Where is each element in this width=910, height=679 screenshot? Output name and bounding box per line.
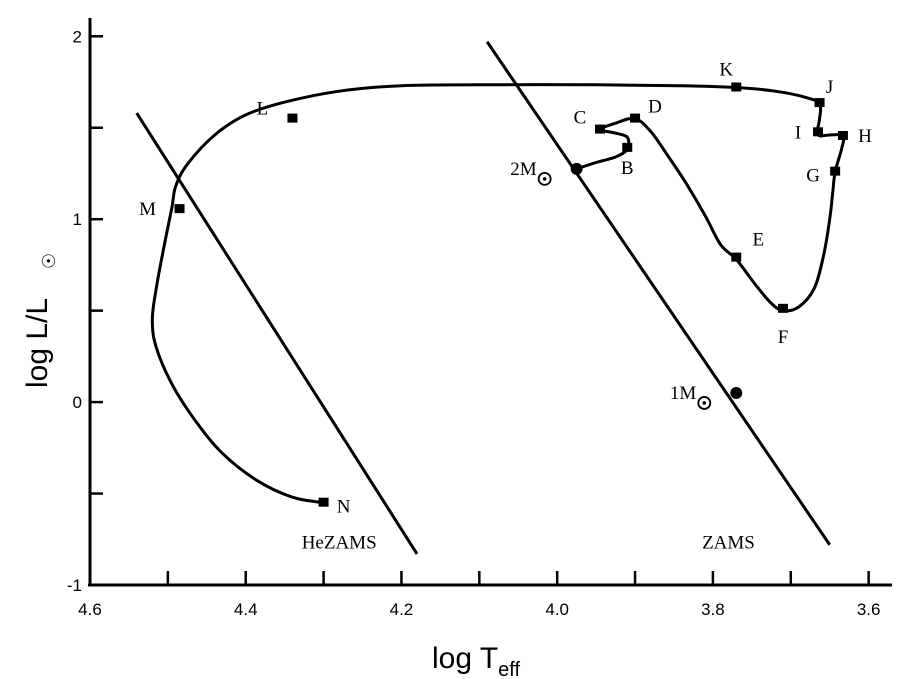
x-tick-label-8: 3.8 <box>701 600 725 619</box>
marker-e <box>731 252 742 262</box>
evolution-track-group <box>150 83 846 505</box>
reference-label-zams: ZAMS <box>702 532 755 553</box>
marker-c <box>595 124 606 134</box>
marker-label-d: D <box>648 97 662 118</box>
marker-label-f: F <box>778 327 789 348</box>
reference-lines-group: HeZAMS ZAMS <box>135 40 831 555</box>
x-tick-label-10: 3.6 <box>857 600 881 619</box>
marker-label-n: N <box>337 497 351 518</box>
x-tick-label-2: 4.4 <box>234 600 258 619</box>
marker-label-c: C <box>574 108 587 129</box>
x-tick-label-6: 4.0 <box>545 600 569 619</box>
x-tick-label-4: 4.2 <box>390 600 414 619</box>
mass-label-1m: 1M <box>670 383 697 404</box>
y-axis-sun-symbol: ☉ <box>39 253 60 269</box>
sun-symbol-icon <box>697 396 712 410</box>
marker-label-j: J <box>826 77 833 98</box>
marker-h <box>837 130 848 140</box>
evolution-track-line <box>150 83 846 505</box>
markers-group <box>174 82 848 507</box>
x-axis-label: log Teff <box>432 642 520 679</box>
reference-line-zams <box>485 40 831 546</box>
ticks-group: 4.6 4.4 4.2 4.0 3.8 3.6 -1 0 1 2 <box>67 27 881 619</box>
marker-g <box>830 166 841 176</box>
mass-point-2m <box>570 162 583 175</box>
y-tick-label-2: 0 <box>73 393 82 412</box>
marker-label-k: K <box>719 60 733 81</box>
marker-j <box>814 98 825 108</box>
marker-label-i: I <box>795 122 801 143</box>
mass-point-1m <box>730 386 743 399</box>
marker-labels-group: B C D E F G H I J K L M N 2M 1M <box>139 60 872 518</box>
reference-label-hezams: HeZAMS <box>302 532 377 553</box>
marker-f <box>777 303 788 313</box>
x-tick-label-0: 4.6 <box>78 600 102 619</box>
marker-label-l: L <box>257 99 269 120</box>
axes-group <box>88 18 892 587</box>
marker-d <box>630 113 641 123</box>
marker-label-b: B <box>621 158 634 179</box>
mass-label-2m: 2M <box>510 159 537 180</box>
y-axis-label-text: log L/L <box>21 298 54 388</box>
x-axis-label-main: log T <box>432 642 498 675</box>
marker-k <box>731 82 742 92</box>
x-axis-label-subscript: eff <box>498 659 520 679</box>
marker-label-g: G <box>806 166 820 187</box>
sun-symbol-icon <box>537 171 552 186</box>
marker-i <box>813 127 824 137</box>
marker-n <box>318 497 329 507</box>
marker-label-m: M <box>139 199 156 220</box>
sun-symbol-center-icon <box>702 401 707 405</box>
marker-b <box>622 142 633 152</box>
sun-symbol-center-icon <box>542 177 547 181</box>
reference-line-hezams <box>135 112 419 555</box>
marker-label-h: H <box>858 126 872 147</box>
marker-l <box>287 113 298 123</box>
marker-label-e: E <box>752 230 764 251</box>
y-tick-label-6: 2 <box>73 27 82 46</box>
y-tick-label-0: -1 <box>67 576 82 595</box>
y-axis-label: log L/L ☉ <box>21 253 60 388</box>
y-tick-label-4: 1 <box>73 210 82 229</box>
marker-m <box>174 204 185 214</box>
